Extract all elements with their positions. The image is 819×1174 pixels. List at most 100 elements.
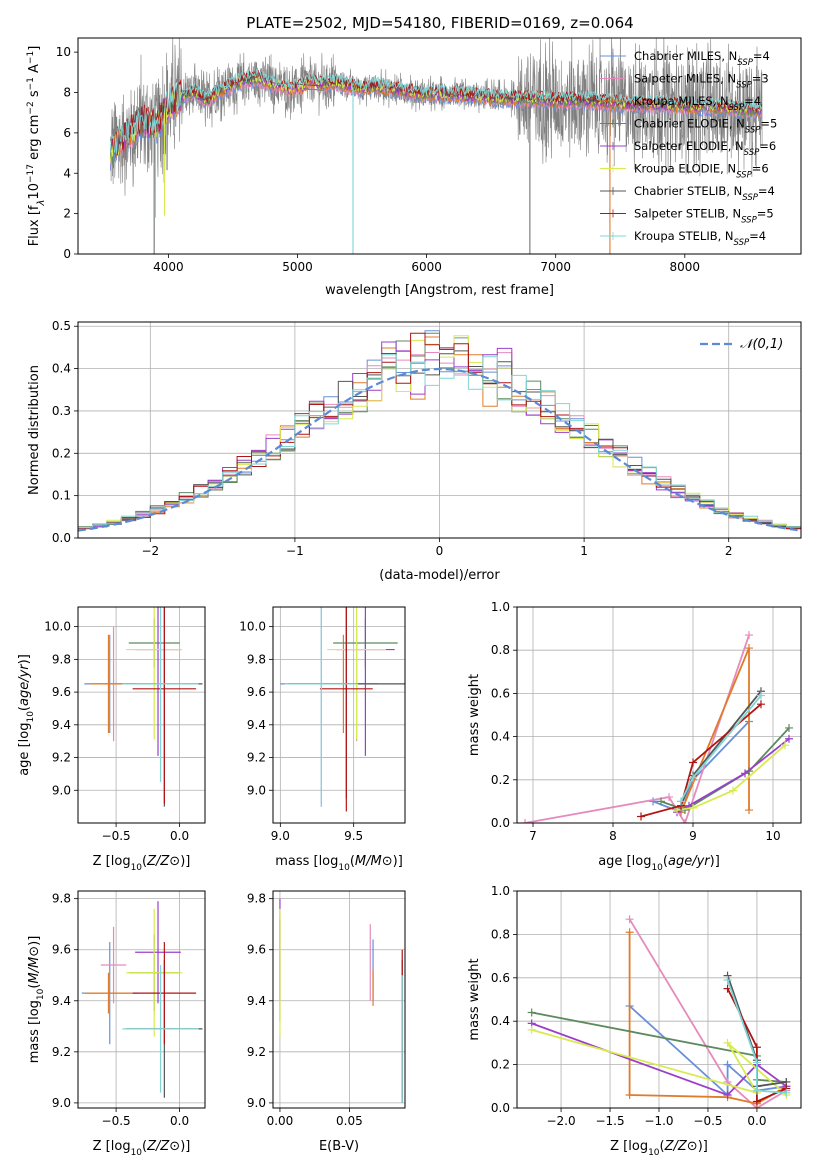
legend-text: =3 [752, 72, 769, 86]
weight-point [677, 797, 685, 806]
y-tick-label: 9.2 [247, 1045, 266, 1059]
y-axis-label-part: A [27, 64, 42, 77]
weight-point [649, 797, 657, 806]
label-part: 10 [26, 711, 36, 723]
y-tick-label: 9.6 [247, 943, 266, 957]
weight-point [757, 691, 765, 700]
plot-area [279, 898, 403, 1103]
figure-title: PLATE=2502, MJD=54180, FIBERID=0169, z=0… [246, 14, 633, 32]
weight-point [723, 1090, 732, 1099]
weight-series [676, 744, 786, 811]
y-tick-label: 10.0 [44, 620, 71, 634]
y-tick-label: 9.2 [52, 1045, 71, 1059]
label-part: ( [17, 706, 32, 711]
label-part: Z [log [93, 1139, 131, 1154]
weight-series [628, 918, 787, 1108]
weight-point [625, 915, 634, 924]
y-tick-label: 0.2 [52, 446, 71, 460]
legend-text: =4 [758, 184, 775, 198]
legend-text: =4 [744, 94, 761, 108]
weight-point [681, 819, 689, 823]
histogram-series [78, 354, 801, 530]
legend-text: Kroupa ELODIE, N [634, 162, 736, 176]
label-part: ( [663, 854, 668, 869]
plot-area [521, 631, 793, 823]
label-part: )] [180, 1139, 190, 1154]
legend-label: Kroupa STELIB, NSSP=4 [634, 229, 766, 248]
plot-area [84, 607, 203, 807]
y-axis-label-part: ] [27, 46, 42, 51]
y-tick-label: 1.0 [491, 884, 510, 898]
model-spectrum [109, 68, 763, 155]
weight-point [723, 975, 732, 984]
legend-text: =4 [749, 229, 766, 243]
weight-point [527, 1025, 536, 1034]
legend-sub: SSP [729, 103, 745, 113]
y-axis-label-part: Flux [f [27, 205, 42, 246]
panel-mass-vs-ebv: 0.00 0.05 9.0 9.2 9.4 9.6 9.8 E(B-V) [247, 890, 406, 1154]
legend-label: Chabrier MILES, NSSP=4 [634, 49, 770, 68]
weight-point [729, 786, 737, 795]
legend-label: Kroupa MILES, NSSP=4 [634, 94, 761, 113]
x-tick-label: −2.0 [546, 1114, 575, 1128]
legend-text: =6 [752, 162, 769, 176]
x-tick-label: −0.5 [102, 829, 131, 843]
x-tick-label: 7 [529, 829, 537, 843]
legend-sub: SSP [745, 126, 761, 136]
x-tick-label: 8 [609, 829, 617, 843]
y-tick-label: 9.8 [247, 892, 266, 906]
weight-point [782, 1088, 791, 1097]
weight-point [625, 928, 634, 937]
x-tick-label: 10 [765, 829, 780, 843]
y-tick-label: 0.2 [491, 1058, 510, 1072]
x-tick-label: 0.00 [267, 1114, 294, 1128]
histogram-series [78, 350, 801, 530]
label-part: M/M⊙ [27, 946, 42, 984]
y-tick-label: 0.2 [491, 773, 510, 787]
weight-point [657, 797, 665, 806]
y-tick-label: 0.6 [491, 971, 510, 985]
legend-text: Kroupa MILES, N [634, 94, 729, 108]
y-tick-label: 9.2 [247, 751, 266, 765]
x-tick-label: 0 [436, 544, 444, 558]
weight-point [741, 769, 749, 778]
y-tick-label: 9.4 [52, 994, 71, 1008]
label-part: mass [log [27, 1000, 42, 1063]
legend-label: Chabrier STELIB, NSSP=4 [634, 184, 775, 203]
x-axis-label: E(B-V) [319, 1139, 359, 1154]
panel-residuals: −2 −1 0 1 2 0.0 0.1 0.2 0.3 0.4 0.5 (data-model)/er… [27, 319, 802, 583]
y-tick-label: 0.0 [491, 816, 510, 830]
y-tick-label: 6 [63, 126, 71, 140]
label-part: age/yr [17, 663, 32, 706]
legend-label: 𝒩(0,1) [740, 337, 783, 352]
y-tick-label: 0.3 [52, 404, 71, 418]
x-axis-label: (data-model)/error [379, 568, 500, 583]
label-part: age [log [598, 854, 651, 869]
y-tick-label: 9.4 [52, 718, 71, 732]
weight-point [745, 631, 753, 640]
label-part: ( [142, 1139, 147, 1154]
y-tick-label: 0.6 [491, 686, 510, 700]
panel-age-vs-mass: 9.0 9.5 9.0 9.2 9.4 9.6 9.8 10.0 mass [log10(M/M… [239, 606, 406, 873]
weight-point [745, 644, 753, 653]
label-part: ( [27, 984, 42, 989]
weight-point [637, 812, 645, 821]
x-tick-label: 8000 [670, 260, 701, 274]
y-axis-label: Normed distribution [27, 365, 42, 495]
y-tick-label: 9.8 [52, 892, 71, 906]
weight-point [752, 1043, 761, 1052]
legend-label: Salpeter STELIB, NSSP=5 [634, 207, 774, 226]
x-axis-label: Z [log10(Z/Z⊙)] [93, 854, 191, 873]
label-part: )] [27, 936, 42, 946]
label-part: Z/Z⊙ [146, 854, 180, 869]
y-axis-label-part: s [27, 90, 42, 101]
label-part: 10 [338, 863, 350, 873]
axes-frame [77, 321, 802, 539]
plot-area [109, 38, 763, 254]
legend-text: Chabrier STELIB, N [634, 184, 742, 198]
axes-frame [516, 890, 802, 1109]
y-tick-label: 1.0 [491, 600, 510, 614]
plot-area [81, 901, 203, 1098]
